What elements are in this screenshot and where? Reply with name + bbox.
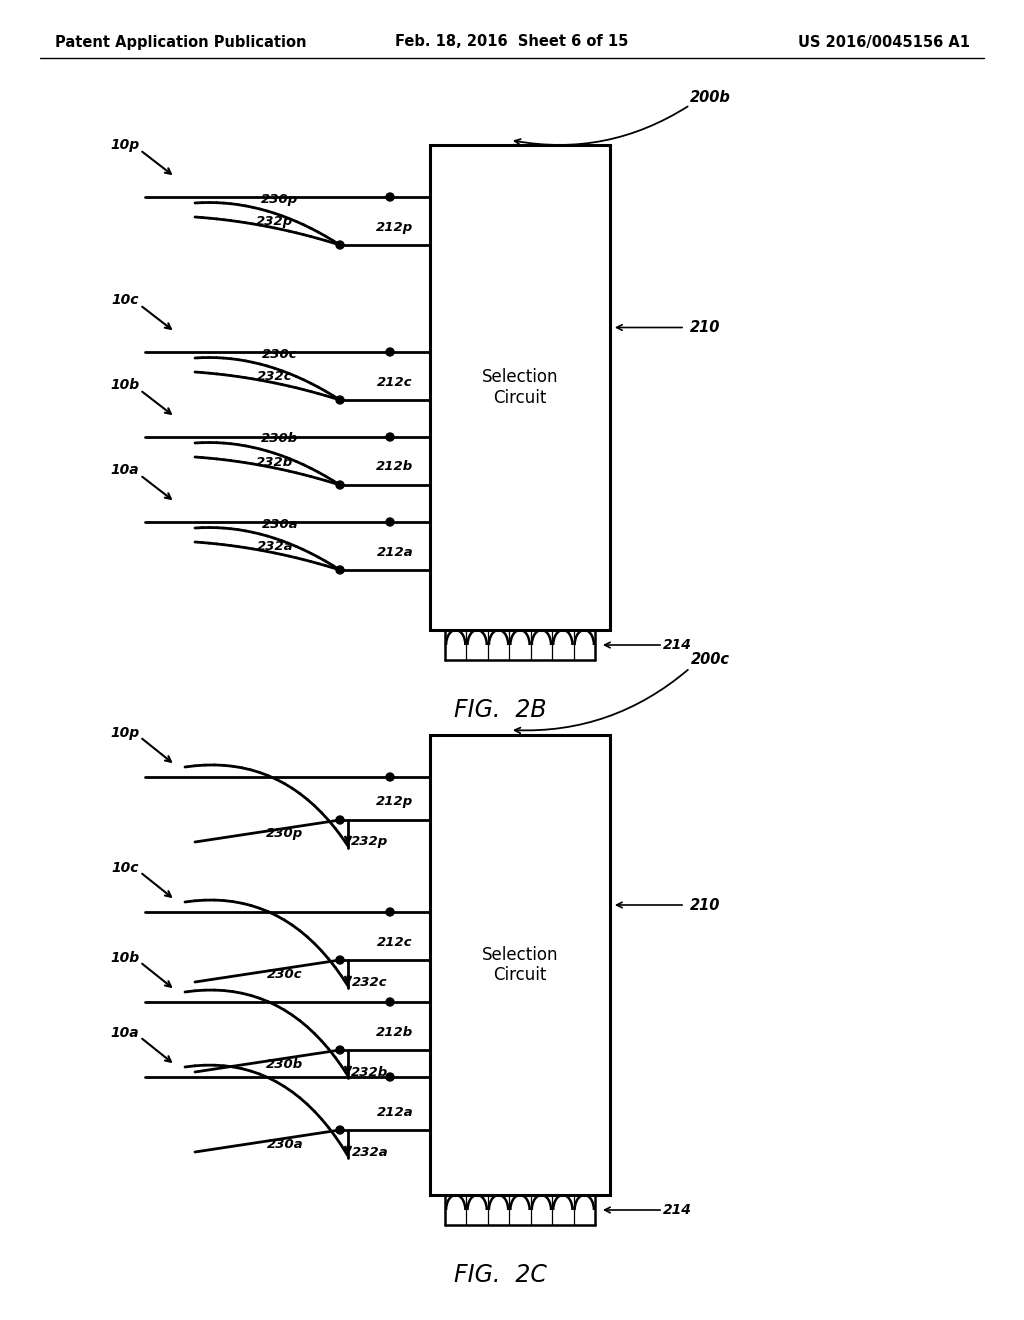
Circle shape — [386, 1073, 394, 1081]
Text: Patent Application Publication: Patent Application Publication — [55, 34, 306, 49]
Text: 10c: 10c — [112, 861, 138, 875]
Text: 230p: 230p — [261, 193, 299, 206]
Circle shape — [336, 1045, 344, 1053]
Text: 10a: 10a — [111, 463, 139, 477]
Text: 232a: 232a — [257, 540, 293, 553]
Circle shape — [336, 480, 344, 488]
Text: Selection
Circuit: Selection Circuit — [481, 945, 558, 985]
Text: 212c: 212c — [377, 375, 413, 388]
Text: 232p: 232p — [351, 836, 389, 849]
Text: 210: 210 — [690, 898, 720, 912]
Text: 230a: 230a — [261, 517, 298, 531]
Text: 212p: 212p — [377, 796, 414, 808]
Text: US 2016/0045156 A1: US 2016/0045156 A1 — [798, 34, 970, 49]
Circle shape — [386, 348, 394, 356]
Text: 232p: 232p — [256, 215, 294, 228]
Text: 230b: 230b — [261, 433, 299, 446]
Bar — [430, 145, 610, 630]
Circle shape — [386, 433, 394, 441]
Circle shape — [386, 908, 394, 916]
Text: 10p: 10p — [111, 726, 139, 741]
Text: 212b: 212b — [377, 461, 414, 474]
Text: 212a: 212a — [377, 545, 414, 558]
Text: 10p: 10p — [111, 139, 139, 152]
Circle shape — [336, 566, 344, 574]
Text: 232b: 232b — [351, 1065, 389, 1078]
Text: 230c: 230c — [262, 347, 298, 360]
Circle shape — [386, 517, 394, 525]
Text: 10b: 10b — [111, 378, 139, 392]
Text: 214: 214 — [663, 1203, 691, 1217]
Bar — [430, 735, 610, 1195]
Text: 230b: 230b — [266, 1057, 304, 1071]
Text: 210: 210 — [690, 319, 720, 335]
Text: 200b: 200b — [689, 91, 730, 106]
Text: Feb. 18, 2016  Sheet 6 of 15: Feb. 18, 2016 Sheet 6 of 15 — [395, 34, 629, 49]
Circle shape — [336, 956, 344, 964]
Text: Selection
Circuit: Selection Circuit — [481, 368, 558, 407]
Text: 212c: 212c — [377, 936, 413, 949]
Circle shape — [336, 1126, 344, 1134]
Circle shape — [336, 242, 344, 249]
Text: 212p: 212p — [377, 220, 414, 234]
Text: FIG.  2B: FIG. 2B — [454, 698, 547, 722]
Text: 214: 214 — [663, 638, 691, 652]
Text: 230p: 230p — [266, 828, 304, 841]
Text: 10b: 10b — [111, 950, 139, 965]
Text: 230c: 230c — [267, 968, 303, 981]
Text: 232c: 232c — [352, 975, 388, 989]
Text: 232c: 232c — [257, 371, 293, 384]
Circle shape — [386, 193, 394, 201]
Circle shape — [386, 774, 394, 781]
Circle shape — [336, 396, 344, 404]
Text: FIG.  2C: FIG. 2C — [454, 1263, 547, 1287]
Text: 232a: 232a — [351, 1146, 388, 1159]
Circle shape — [336, 816, 344, 824]
Text: 212b: 212b — [377, 1026, 414, 1039]
Circle shape — [386, 998, 394, 1006]
Text: 10a: 10a — [111, 1026, 139, 1040]
Text: 212a: 212a — [377, 1106, 414, 1118]
Text: 10c: 10c — [112, 293, 138, 308]
Text: 232b: 232b — [256, 455, 294, 469]
Text: 200c: 200c — [690, 652, 729, 668]
Text: 230a: 230a — [266, 1138, 303, 1151]
